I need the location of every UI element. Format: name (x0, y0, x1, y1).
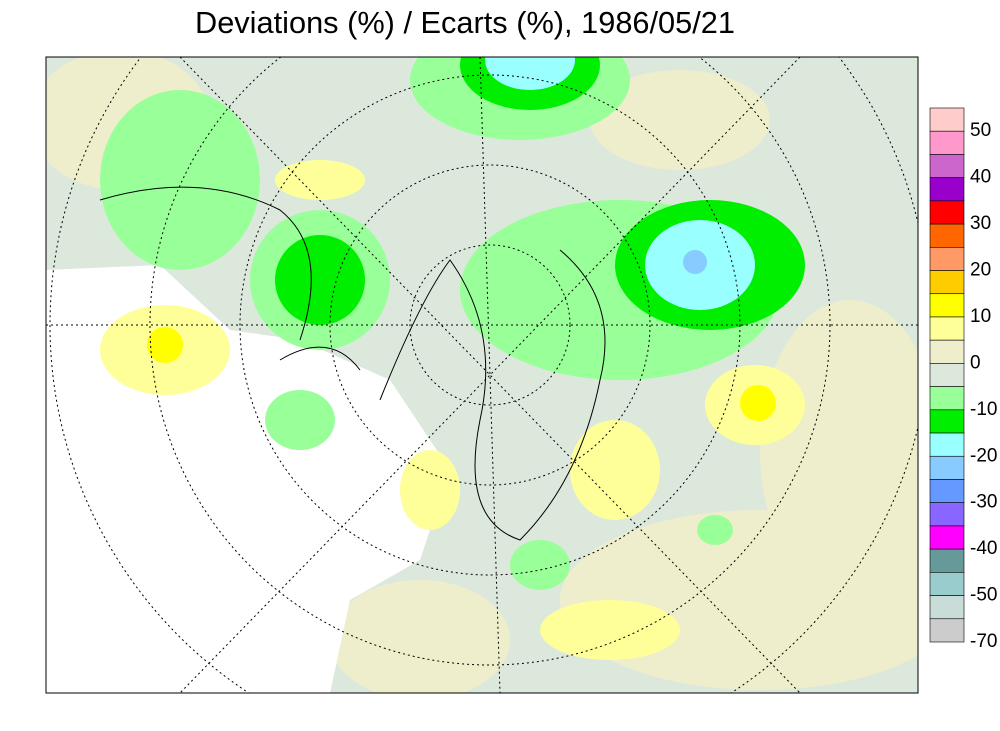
legend-swatch (929, 247, 965, 271)
legend-label: -50 (970, 585, 997, 606)
legend-swatch (929, 270, 965, 295)
legend-swatch (929, 525, 965, 550)
legend-swatch (929, 363, 965, 387)
legend-swatch (929, 618, 965, 643)
title: Deviations (%) / Ecarts (%), 1986/05/21 (195, 5, 735, 40)
legend-label: 0 (970, 352, 981, 373)
legend-swatch (929, 107, 965, 132)
legend-swatch (929, 223, 965, 248)
legend-label: -10 (970, 399, 997, 420)
legend-swatch (929, 293, 965, 318)
legend-label: 10 (970, 306, 991, 327)
legend-swatch (929, 595, 965, 620)
legend-swatch (929, 130, 965, 155)
legend-swatch (929, 316, 965, 341)
legend-label: -30 (970, 492, 997, 513)
legend-swatch (929, 479, 965, 503)
legend-label: 30 (970, 213, 991, 234)
legend-swatch (929, 154, 965, 178)
legend-swatch (929, 409, 965, 434)
legend-swatch (929, 455, 965, 480)
legend-label: 50 (970, 120, 991, 141)
legend-label: -70 (970, 631, 997, 652)
legend: 50 40 30 20 10 0 -10 -20 -30 -40 -50 -70 (929, 107, 997, 652)
legend-swatch (929, 548, 965, 573)
legend-label: -40 (970, 538, 997, 559)
legend-swatch (929, 200, 965, 225)
map (46, 57, 918, 693)
legend-swatch (929, 177, 965, 202)
legend-label: -20 (970, 445, 997, 466)
legend-swatch (929, 502, 965, 527)
legend-swatch (929, 572, 965, 596)
legend-swatch (929, 339, 965, 364)
legend-swatch (929, 432, 965, 457)
map-frame (45, 56, 919, 694)
legend-label: 40 (970, 167, 991, 188)
legend-label: 20 (970, 260, 991, 281)
legend-swatch (929, 386, 965, 411)
